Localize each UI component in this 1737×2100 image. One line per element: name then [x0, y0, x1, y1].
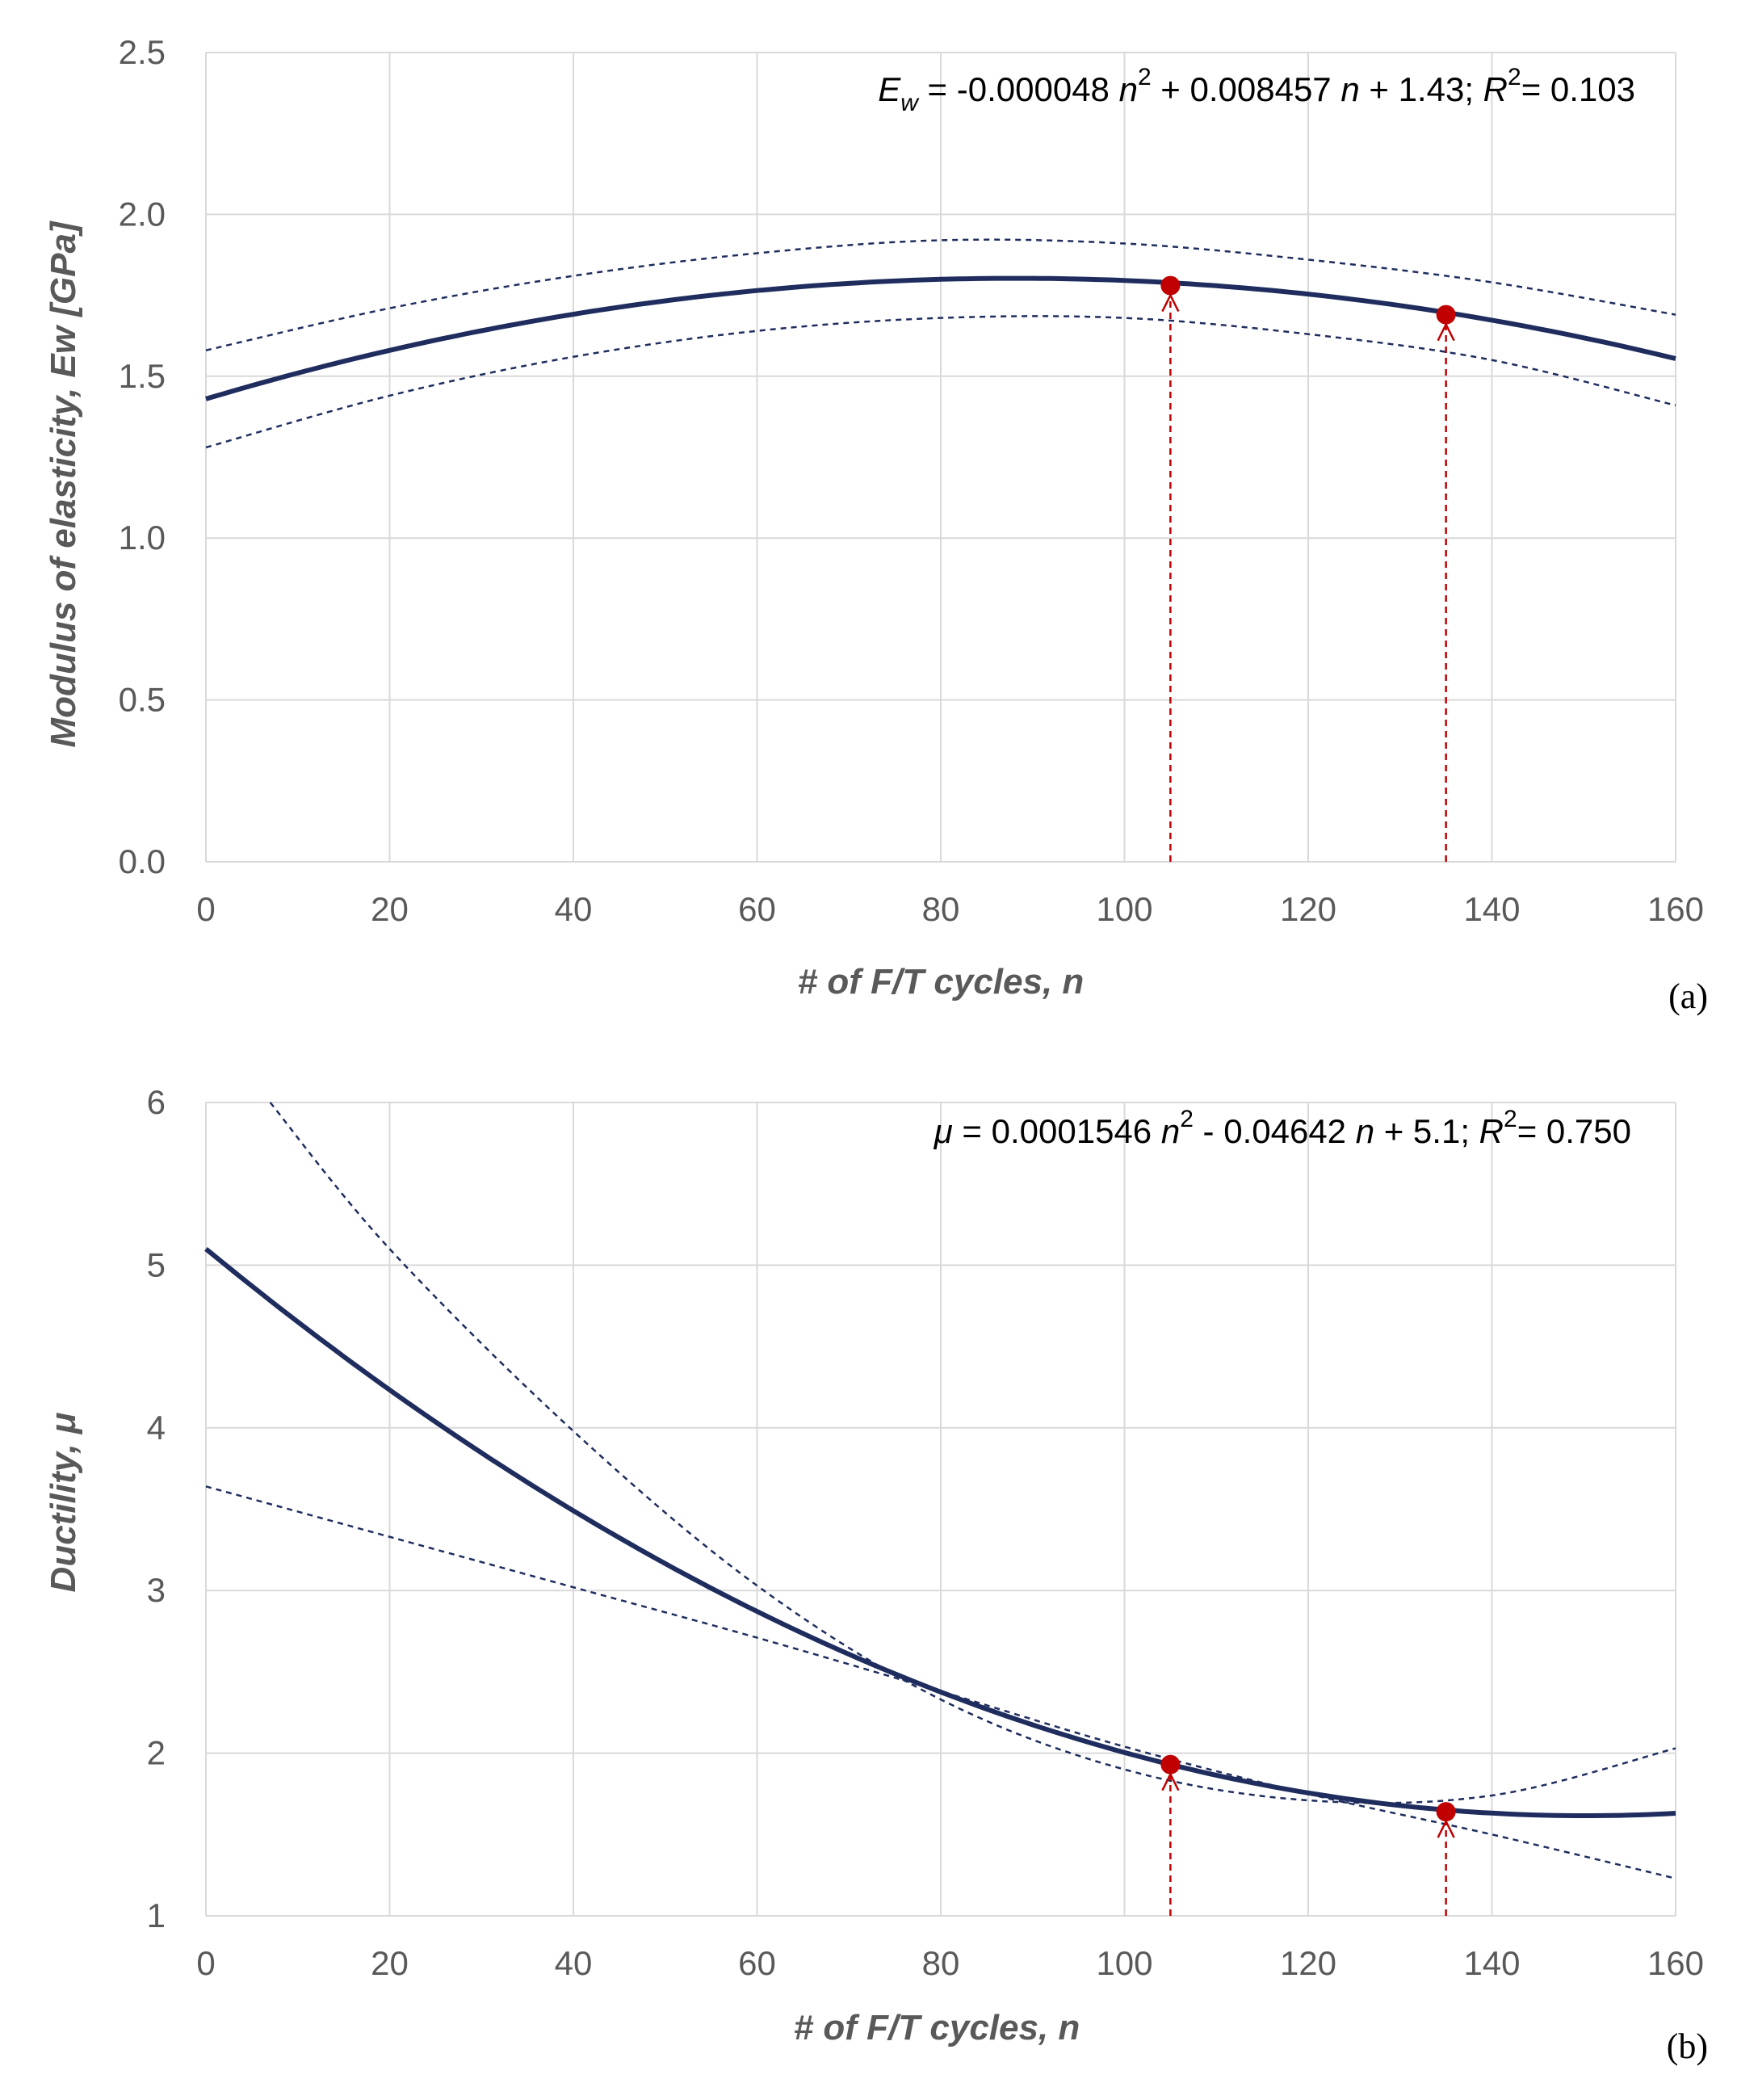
data-marker-b-1	[1436, 1802, 1456, 1822]
y-tick-label-a-4: 2.0	[119, 195, 166, 233]
x-tick-label-b-0: 0	[196, 1944, 215, 1982]
equation-a-exp1: 2	[1138, 64, 1152, 90]
equation-a-term1: = -0.000048	[918, 70, 1119, 108]
panel-label-a: (a)	[1668, 976, 1708, 1016]
x-tick-label-a-0: 0	[196, 890, 215, 928]
equation-b-r-exp: 2	[1504, 1106, 1517, 1132]
y-tick-label-a-2: 1.0	[119, 519, 166, 556]
equation-a-lhs: E	[878, 70, 901, 108]
y-tick-label-b-2: 3	[147, 1571, 166, 1609]
data-marker-a-0	[1160, 275, 1181, 296]
y-tick-label-b-5: 6	[147, 1083, 166, 1121]
y-tick-label-a-5: 2.5	[119, 33, 166, 71]
x-tick-label-b-5: 100	[1096, 1944, 1152, 1982]
data-marker-b-0	[1160, 1754, 1181, 1774]
equation-a-var1: n	[1119, 70, 1138, 108]
y-tick-label-a-1: 0.5	[119, 681, 166, 719]
equation-b-exp1: 2	[1180, 1106, 1194, 1132]
x-tick-label-a-5: 100	[1096, 890, 1152, 928]
y-tick-label-a-0: 0.0	[119, 842, 166, 880]
guide-arrow-a-1	[1437, 321, 1455, 342]
fit-curve-a	[205, 275, 1676, 401]
equation-a: Ew = -0.000048 n2 + 0.008457 n + 1.43; R…	[878, 64, 1635, 116]
confidence-band-b-0	[269, 1102, 1676, 1804]
equation-a-var2: n	[1341, 70, 1359, 108]
equation-b-lhs: μ	[934, 1112, 953, 1150]
x-tick-label-b-7: 140	[1463, 1944, 1520, 1982]
x-axis-title-a: # of F/T cycles, n	[798, 962, 1085, 1002]
x-tick-label-a-4: 80	[922, 890, 960, 928]
y-axis-title-b: Ductility, μ	[44, 1413, 83, 1593]
x-tick-label-a-8: 160	[1647, 890, 1704, 928]
equation-b-r-val: = 0.750	[1517, 1112, 1631, 1150]
y-axis-title-a: Modulus of elasticity, Ew [GPa]	[44, 220, 83, 747]
equation-a-term3: + 1.43;	[1360, 70, 1483, 108]
equation-a-r-val: = 0.103	[1521, 70, 1635, 108]
x-tick-label-a-3: 60	[738, 890, 776, 928]
guide-arrow-b-0	[1161, 1771, 1180, 1791]
guide-arrow-a-0	[1161, 292, 1180, 313]
x-tick-label-a-7: 140	[1463, 890, 1520, 928]
x-tick-label-b-2: 40	[555, 1944, 593, 1982]
panel-label-b: (b)	[1667, 2026, 1708, 2066]
x-tick-label-b-8: 160	[1647, 1944, 1704, 1982]
x-tick-label-a-2: 40	[555, 890, 593, 928]
equation-b-term1: = 0.0001546	[953, 1112, 1161, 1150]
equation-b-r: R	[1479, 1112, 1504, 1150]
x-tick-label-a-6: 120	[1280, 890, 1336, 928]
confidence-band-a-1	[205, 315, 1676, 449]
x-tick-label-b-1: 20	[371, 1944, 409, 1982]
data-marker-a-1	[1436, 304, 1456, 325]
equation-b-term3: + 5.1;	[1374, 1112, 1479, 1150]
confidence-band-a-0	[205, 238, 1676, 351]
y-tick-label-a-3: 1.5	[119, 357, 166, 395]
y-tick-label-b-4: 5	[147, 1245, 166, 1283]
equation-b-var2: n	[1356, 1112, 1374, 1150]
x-tick-label-b-6: 120	[1280, 1944, 1336, 1982]
panel-b: 0 20 40 60 80 100 120 140 160 1 2 3 4 5 6 # of F/T cyc…	[44, 1083, 1708, 2066]
equation-a-r: R	[1483, 70, 1508, 108]
panel-a: 0 20 40 60 80 100 120 140 1600.00.51.01.52.02.5 …	[44, 33, 1708, 1016]
equation-b-term2: - 0.04642	[1194, 1112, 1356, 1150]
equation-b: μ = 0.0001546 n2 - 0.04642 n + 5.1; R2= …	[934, 1106, 1631, 1150]
x-tick-label-a-1: 20	[371, 890, 409, 928]
x-axis-title-b: # of F/T cycles, n	[794, 2008, 1080, 2048]
y-tick-label-b-3: 4	[147, 1409, 166, 1447]
equation-b-var1: n	[1161, 1112, 1180, 1150]
equation-a-lhs-sub: w	[900, 90, 920, 116]
x-tick-label-b-3: 60	[738, 1944, 776, 1982]
equation-a-term2: + 0.008457	[1152, 70, 1341, 108]
fit-curve-b	[204, 1246, 1676, 1818]
y-tick-label-b-1: 2	[147, 1734, 166, 1772]
x-tick-label-b-4: 80	[922, 1944, 960, 1982]
y-tick-label-b-0: 1	[147, 1896, 166, 1934]
confidence-band-b-1	[205, 1485, 1676, 1880]
equation-a-r-exp: 2	[1508, 64, 1521, 90]
